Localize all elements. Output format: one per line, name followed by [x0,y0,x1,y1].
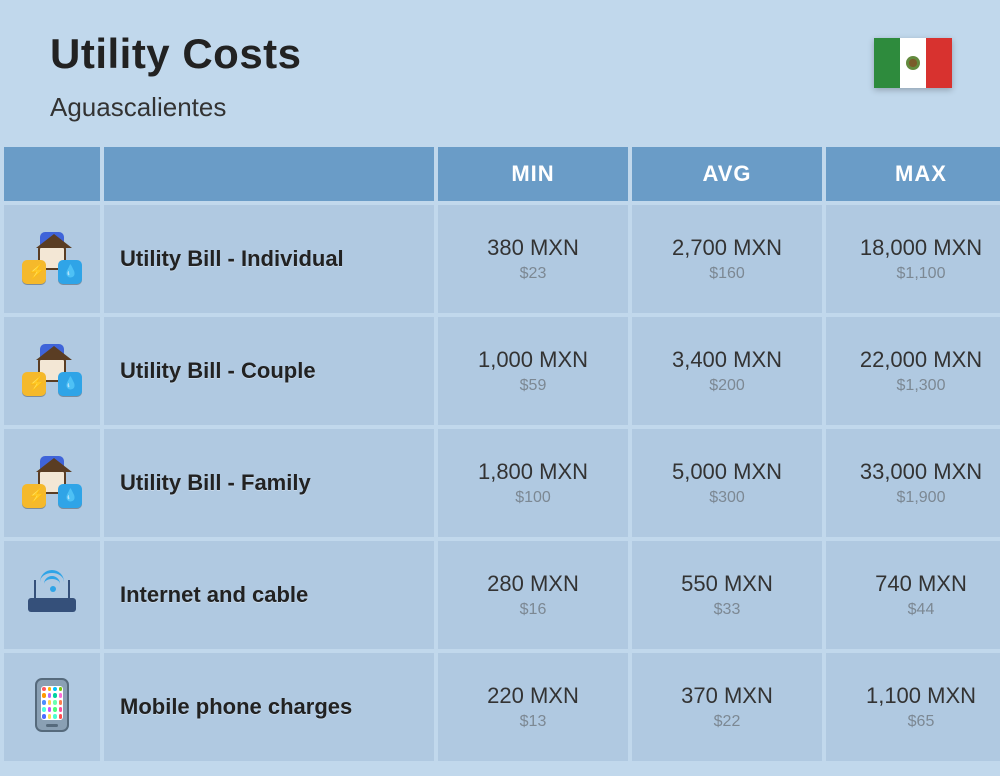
col-min: MIN [438,147,628,201]
usd-value: $200 [632,377,822,395]
mxn-value: 33,000 MXN [826,459,1000,485]
usd-value: $160 [632,265,822,283]
usd-value: $59 [438,377,628,395]
mxn-value: 740 MXN [826,571,1000,597]
mxn-value: 22,000 MXN [826,347,1000,373]
usd-value: $33 [632,601,822,619]
cell-avg: 370 MXN $22 [632,653,822,761]
utility-icon [22,344,82,394]
mxn-value: 1,000 MXN [438,347,628,373]
row-label: Utility Bill - Couple [104,317,434,425]
mxn-value: 5,000 MXN [632,459,822,485]
table-row: Utility Bill - Family1,800 MXN $1005,000 … [4,429,1000,537]
row-label: Mobile phone charges [104,653,434,761]
cell-min: 220 MXN $13 [438,653,628,761]
col-max: MAX [826,147,1000,201]
mxn-value: 370 MXN [632,683,822,709]
usd-value: $100 [438,489,628,507]
table-row: Internet and cable280 MXN $16550 MXN $3374… [4,541,1000,649]
utility-icon [22,456,82,506]
cell-max: 22,000 MXN $1,300 [826,317,1000,425]
cell-max: 1,100 MXN $65 [826,653,1000,761]
usd-value: $300 [632,489,822,507]
usd-value: $16 [438,601,628,619]
mxn-value: 550 MXN [632,571,822,597]
usd-value: $1,300 [826,377,1000,395]
row-icon-cell [4,205,100,313]
page-subtitle: Aguascalientes [50,92,950,123]
page-title: Utility Costs [50,30,950,78]
mxn-value: 280 MXN [438,571,628,597]
usd-value: $65 [826,713,1000,731]
mexico-flag-icon [874,38,952,88]
cell-max: 740 MXN $44 [826,541,1000,649]
usd-value: $44 [826,601,1000,619]
mxn-value: 220 MXN [438,683,628,709]
cell-min: 280 MXN $16 [438,541,628,649]
page: Utility Costs Aguascalientes MIN AVG MAX… [0,0,1000,776]
mxn-value: 1,800 MXN [438,459,628,485]
row-label: Internet and cable [104,541,434,649]
usd-value: $22 [632,713,822,731]
row-icon-cell [4,541,100,649]
cell-min: 1,800 MXN $100 [438,429,628,537]
cell-avg: 3,400 MXN $200 [632,317,822,425]
mxn-value: 380 MXN [438,235,628,261]
cell-max: 18,000 MXN $1,100 [826,205,1000,313]
table-row: Mobile phone charges220 MXN $13370 MXN $22… [4,653,1000,761]
costs-table: MIN AVG MAX Utility Bill - Individual380… [0,143,1000,765]
router-icon [22,568,82,618]
row-label: Utility Bill - Individual [104,205,434,313]
col-blank-icon [4,147,100,201]
cell-avg: 2,700 MXN $160 [632,205,822,313]
phone-icon [35,678,69,732]
cell-avg: 5,000 MXN $300 [632,429,822,537]
usd-value: $13 [438,713,628,731]
row-label: Utility Bill - Family [104,429,434,537]
table-row: Utility Bill - Couple1,000 MXN $593,400 M… [4,317,1000,425]
cell-min: 1,000 MXN $59 [438,317,628,425]
usd-value: $1,900 [826,489,1000,507]
mxn-value: 3,400 MXN [632,347,822,373]
mxn-value: 1,100 MXN [826,683,1000,709]
utility-icon [22,232,82,282]
usd-value: $1,100 [826,265,1000,283]
row-icon-cell [4,429,100,537]
mxn-value: 18,000 MXN [826,235,1000,261]
col-blank-label [104,147,434,201]
cell-min: 380 MXN $23 [438,205,628,313]
col-avg: AVG [632,147,822,201]
cell-avg: 550 MXN $33 [632,541,822,649]
header: Utility Costs Aguascalientes [0,30,1000,143]
mxn-value: 2,700 MXN [632,235,822,261]
table-row: Utility Bill - Individual380 MXN $232,700… [4,205,1000,313]
usd-value: $23 [438,265,628,283]
row-icon-cell [4,317,100,425]
cell-max: 33,000 MXN $1,900 [826,429,1000,537]
row-icon-cell [4,653,100,761]
